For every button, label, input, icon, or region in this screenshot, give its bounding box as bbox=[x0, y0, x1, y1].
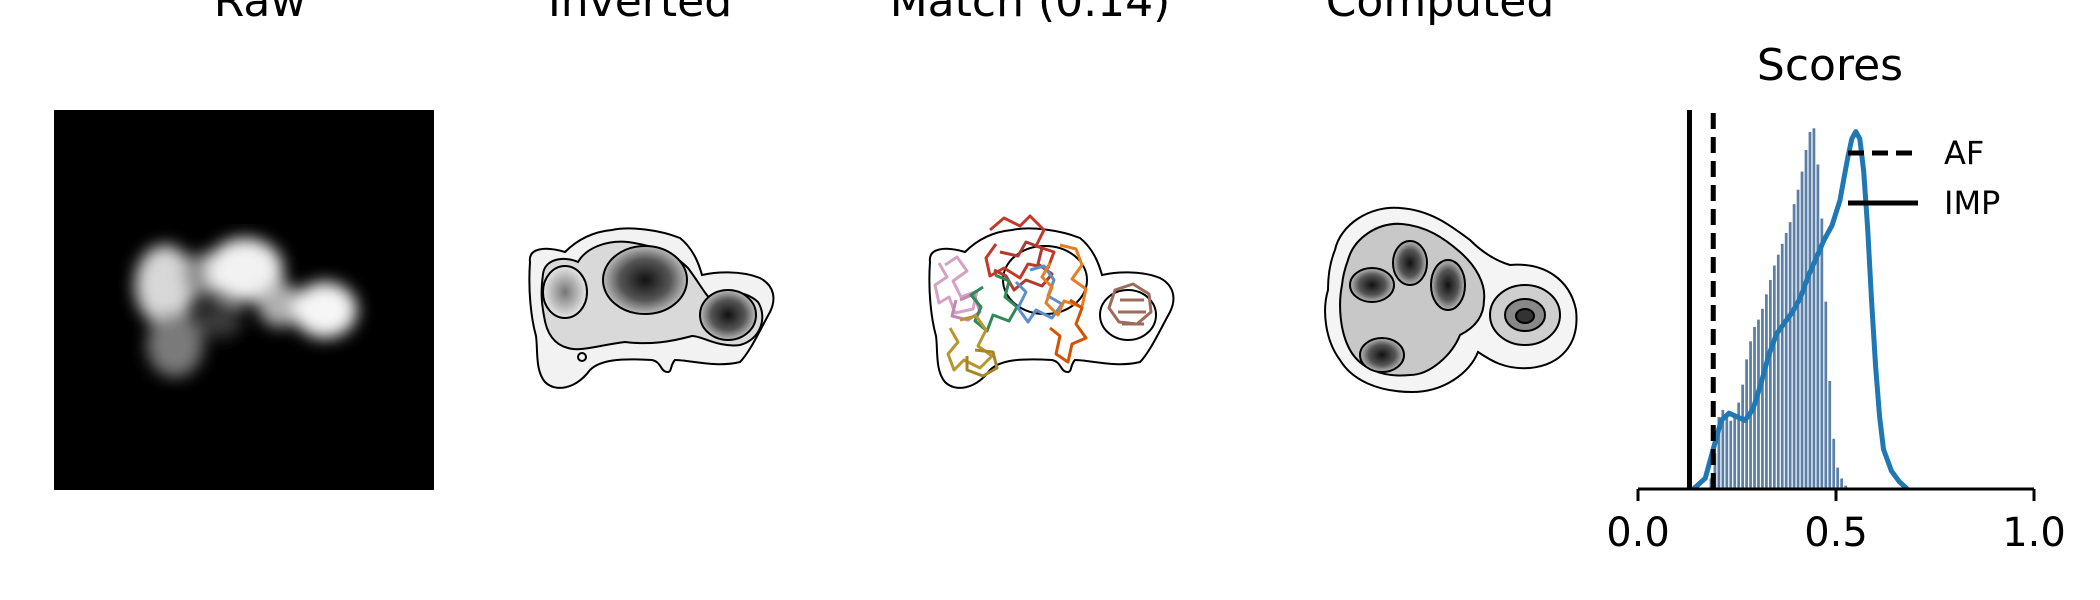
kde-curve bbox=[1691, 129, 1909, 491]
histogram-bar bbox=[1756, 319, 1761, 490]
histogram-bar bbox=[1811, 127, 1816, 490]
legend-label-af: AF bbox=[1944, 134, 1984, 172]
inverted-density-map bbox=[528, 227, 775, 389]
histogram-bar bbox=[1764, 293, 1769, 490]
computed-density-map bbox=[1324, 206, 1578, 394]
histogram-bar bbox=[1728, 420, 1733, 490]
x-tick-label: 1.0 bbox=[2002, 510, 2066, 556]
histogram-bar bbox=[1827, 380, 1832, 490]
histogram-bar bbox=[1800, 171, 1805, 490]
histogram-bar bbox=[1819, 217, 1824, 490]
histogram-bar bbox=[1815, 163, 1820, 490]
histogram-bar bbox=[1839, 477, 1844, 490]
scores-title: Scores bbox=[1756, 40, 1904, 91]
histogram-bar bbox=[1831, 438, 1836, 490]
inverted-title: Inverted bbox=[547, 0, 733, 27]
x-tick-label: 0.0 bbox=[1606, 510, 1670, 556]
histogram-bar bbox=[1835, 467, 1840, 490]
histogram-bar bbox=[1740, 384, 1745, 490]
match-overlay bbox=[928, 214, 1175, 389]
raw-title: Raw bbox=[213, 0, 307, 27]
histogram-bar bbox=[1792, 203, 1797, 490]
match-title: Match (0.14) bbox=[889, 0, 1171, 27]
legend-label-imp: IMP bbox=[1944, 184, 2000, 222]
histogram-bar bbox=[1784, 232, 1789, 490]
histogram-bar bbox=[1772, 264, 1777, 490]
histogram-bar bbox=[1732, 412, 1737, 490]
histogram-bar bbox=[1804, 149, 1808, 490]
scores-histogram: 0.0 0.5 1.0 AF IMP bbox=[1606, 110, 2066, 556]
histogram-bar bbox=[1760, 308, 1765, 490]
histogram-bar bbox=[1788, 221, 1793, 490]
histogram-bar bbox=[1768, 279, 1773, 490]
histogram-bar bbox=[1807, 131, 1812, 490]
computed-title: Computed bbox=[1325, 0, 1555, 27]
histogram-bar bbox=[1780, 243, 1785, 490]
histogram-bar bbox=[1796, 189, 1801, 490]
histogram-bar bbox=[1776, 254, 1781, 490]
histogram-bar bbox=[1724, 416, 1729, 490]
raw-image bbox=[54, 110, 434, 490]
histogram-bar bbox=[1744, 358, 1749, 490]
x-tick-label: 0.5 bbox=[1804, 510, 1868, 556]
histogram-bar bbox=[1823, 300, 1828, 490]
